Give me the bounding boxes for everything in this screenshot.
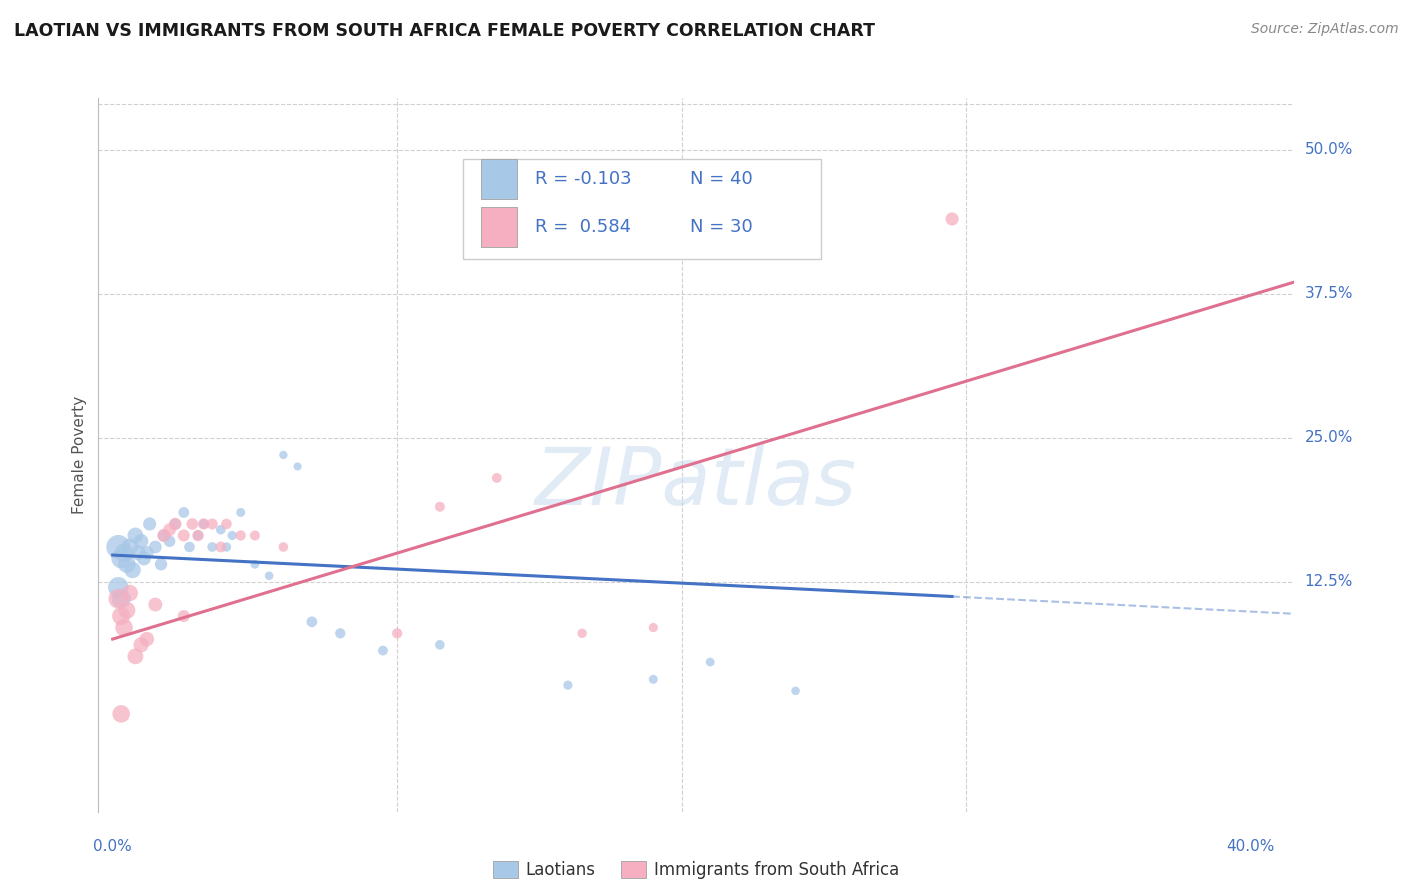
Point [124, 649, 146, 664]
Point [132, 551, 155, 566]
Point [159, 534, 181, 549]
Point [124, 528, 146, 542]
Point [429, 638, 451, 652]
Point [173, 506, 195, 520]
Text: LAOTIAN VS IMMIGRANTS FROM SOUTH AFRICA FEMALE POVERTY CORRELATION CHART: LAOTIAN VS IMMIGRANTS FROM SOUTH AFRICA … [14, 22, 875, 40]
Text: N = 40: N = 40 [690, 170, 752, 188]
Point [643, 621, 665, 635]
Point [165, 516, 187, 531]
Point [110, 706, 132, 721]
Text: 50.0%: 50.0% [1305, 143, 1353, 157]
Text: 25.0%: 25.0% [1305, 430, 1353, 445]
Point [229, 506, 252, 520]
Point [173, 609, 195, 624]
Point [138, 516, 160, 531]
Point [159, 523, 181, 537]
Point [187, 528, 209, 542]
Point [153, 528, 176, 542]
Text: N = 30: N = 30 [690, 218, 752, 236]
Point [112, 546, 135, 560]
Point [301, 615, 323, 629]
Point [571, 626, 593, 640]
Text: R = -0.103: R = -0.103 [534, 170, 631, 188]
Point [429, 500, 451, 514]
Point [221, 528, 243, 542]
Point [699, 655, 721, 669]
Point [118, 540, 141, 554]
Text: ZIPatlas: ZIPatlas [534, 444, 858, 523]
Point [127, 546, 149, 560]
Point [273, 540, 295, 554]
Point [385, 626, 409, 640]
Point [107, 580, 129, 594]
Point [193, 516, 215, 531]
Point [110, 551, 132, 566]
Point [485, 471, 508, 485]
Text: 37.5%: 37.5% [1305, 286, 1353, 301]
Point [135, 632, 157, 646]
FancyBboxPatch shape [481, 160, 517, 199]
Point [110, 609, 132, 624]
Point [107, 591, 129, 606]
Point [243, 558, 266, 572]
Point [112, 621, 135, 635]
Point [181, 516, 204, 531]
Text: R =  0.584: R = 0.584 [534, 218, 631, 236]
Point [150, 558, 173, 572]
Point [557, 678, 579, 692]
Point [187, 528, 209, 542]
Point [153, 528, 176, 542]
Point [201, 516, 224, 531]
Point [165, 516, 187, 531]
Point [209, 523, 232, 537]
Point [643, 673, 665, 687]
Point [118, 586, 141, 600]
Point [243, 528, 266, 542]
Point [115, 558, 138, 572]
Point [115, 603, 138, 617]
Point [107, 540, 129, 554]
Point [287, 459, 309, 474]
Point [329, 626, 352, 640]
Point [201, 540, 224, 554]
Point [371, 643, 394, 657]
Point [173, 528, 195, 542]
FancyBboxPatch shape [463, 159, 821, 259]
Point [273, 448, 295, 462]
Point [143, 540, 166, 554]
Point [229, 528, 252, 542]
Point [121, 563, 143, 577]
Text: 0.0%: 0.0% [93, 839, 132, 855]
Text: Source: ZipAtlas.com: Source: ZipAtlas.com [1251, 22, 1399, 37]
Point [135, 546, 157, 560]
Point [193, 516, 215, 531]
Point [257, 568, 280, 582]
Point [209, 540, 232, 554]
Text: 12.5%: 12.5% [1305, 574, 1353, 589]
Point [215, 540, 238, 554]
Point [941, 211, 963, 226]
Point [215, 516, 238, 531]
Point [179, 540, 201, 554]
Legend: Laotians, Immigrants from South Africa: Laotians, Immigrants from South Africa [486, 854, 905, 886]
Point [785, 684, 807, 698]
Point [143, 598, 166, 612]
Text: 40.0%: 40.0% [1226, 839, 1275, 855]
Y-axis label: Female Poverty: Female Poverty [72, 396, 87, 514]
FancyBboxPatch shape [481, 208, 517, 247]
Point [129, 638, 152, 652]
Point [129, 534, 152, 549]
Point [110, 591, 132, 606]
